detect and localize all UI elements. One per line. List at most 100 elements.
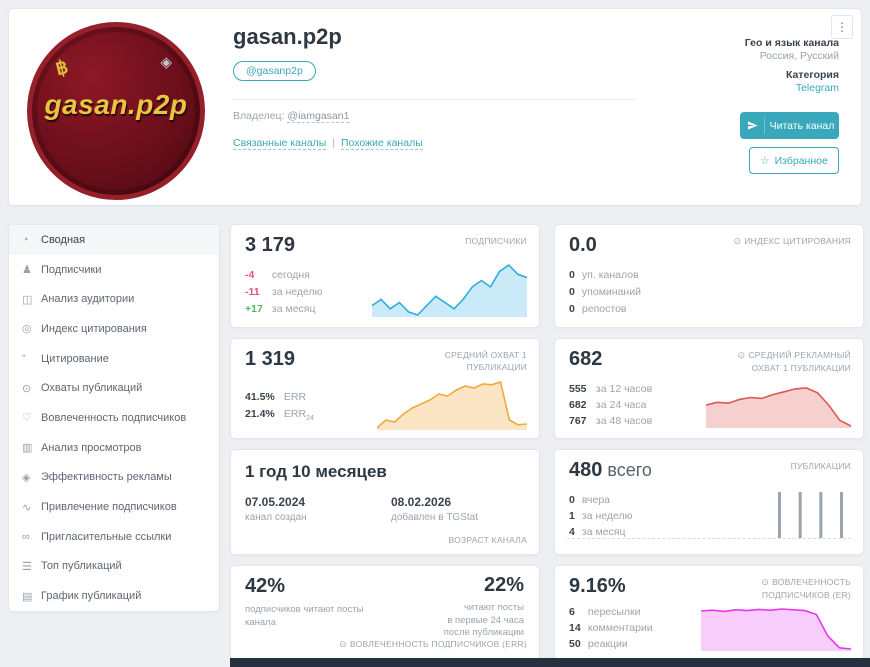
sidebar: ◔ Сводная ♟ Подписчики ◫ Анализ аудитори… [8, 224, 220, 612]
created-date-block: 07.05.2024 канал создан [245, 495, 307, 525]
avg-reach-value: 1 319 [245, 348, 296, 370]
subscribers-sparkline [372, 259, 527, 317]
ad-reach-card-label: ⊙ СРЕДНИЙ РЕКЛАМНЫЙ ОХВАТ 1 ПУБЛИКАЦИИ [737, 350, 851, 374]
sidebar-item-audience-analysis[interactable]: ◫ Анализ аудитории [9, 284, 219, 314]
er-rows: 6 пересылки 14 комментарии 50 реакции [569, 604, 653, 652]
ad-reach-value: 682 [569, 348, 603, 370]
audience-analysis-icon: ◫ [22, 293, 33, 306]
sidebar-item-subscriber-acquisition[interactable]: ∿ Привлечение подписчиков [9, 492, 219, 522]
bitcoin-icon: ฿ [53, 56, 71, 81]
posts-chart-icon: ▤ [22, 590, 33, 603]
sidebar-item-label: Цитирование [41, 352, 109, 365]
avg-reach-sparkline [377, 376, 527, 430]
citation-index-icon: ◎ [22, 323, 32, 336]
sidebar-item-label: Пригласительные ссылки [41, 530, 172, 543]
channel-avatar: ฿ ◈ gasan.p2p [27, 22, 205, 200]
channel-age-value: 1 год 10 месяцев [245, 462, 387, 481]
summary-icon: ◔ [22, 233, 29, 246]
sidebar-item-subscriber-engagement[interactable]: ♡ Вовлеченность подписчиков [9, 403, 219, 433]
sidebar-item-label: Сводная [41, 233, 86, 246]
er-card-label: ⊙ ВОВЛЕЧЕННОСТЬ ПОДПИСЧИКОВ (ER) [761, 577, 851, 601]
geo-language-value: Россия, Русский [759, 50, 839, 62]
subscribers-icon: ♟ [22, 264, 32, 277]
sidebar-item-top-posts[interactable]: ☰ Топ публикаций [9, 552, 219, 582]
sidebar-item-citations[interactable]: ” Цитирование [9, 344, 219, 374]
quote-icon: ” [22, 352, 26, 365]
err-left-value: 42% [245, 575, 286, 597]
err-label-icon: ⊙ [339, 639, 347, 649]
ethereum-icon: ◈ [160, 54, 172, 71]
read-channel-label: Читать канал [769, 119, 835, 132]
sidebar-item-label: Подписчики [41, 263, 102, 276]
sidebar-item-label: Охваты публикаций [41, 382, 143, 395]
avg-reach-rows: 41.5% ERR 21.4% ERR24 [245, 389, 314, 427]
reach-icon: ⊙ [22, 382, 32, 395]
links-divider: | [332, 137, 335, 149]
delta-today-row: -4 сегодня [245, 269, 310, 281]
sidebar-item-label: Вовлеченность подписчиков [41, 411, 187, 424]
publications-bar-sparkline [778, 490, 843, 538]
similar-channels-link[interactable]: Похожие каналы [341, 137, 423, 150]
comments-row: 14 комментарии [569, 622, 653, 634]
channel-age-card: 1 год 10 месяцев 07.05.2024 канал создан… [230, 449, 540, 555]
sidebar-item-label: Анализ аудитории [41, 293, 135, 306]
mentions-row: 0 упоминаний [569, 286, 641, 298]
posts-month-row: 4 за месяц [569, 526, 626, 538]
avg-reach-card-label: СРЕДНИЙ ОХВАТ 1 ПУБЛИКАЦИИ [444, 350, 527, 373]
created-date-label: канал создан [245, 512, 307, 523]
publications-card: 480 всего ПУБЛИКАЦИИ 0 вчера 1 за неделю … [554, 449, 864, 555]
channel-meta-block: Гео и язык канала Россия, Русский Катего… [745, 37, 839, 101]
telegram-plane-icon [740, 117, 765, 134]
er-label-icon: ⊙ [761, 577, 770, 587]
sidebar-item-citation-index[interactable]: ◎ Индекс цитирования [9, 314, 219, 344]
invite-links-icon: ∞ [22, 530, 30, 543]
delta-week-row: -11 за неделю [245, 286, 323, 298]
channel-links-row: Связанные каналы | Похожие каналы [233, 137, 423, 150]
owner-row: Владелец: @iamgasan1 [233, 110, 350, 123]
read-channel-button[interactable]: Читать канал [740, 112, 839, 139]
username-badge[interactable]: @gasanp2p [233, 61, 316, 81]
ad-effectiveness-icon: ◈ [22, 471, 31, 484]
footer-bar [230, 658, 870, 667]
sidebar-item-summary[interactable]: ◔ Сводная [9, 225, 219, 255]
mentioning-channels-row: 0 уп. каналов [569, 269, 639, 281]
favorite-button[interactable]: ☆ Избранное [749, 147, 839, 174]
ad-reach-label-icon: ⊙ [737, 350, 746, 360]
publications-total-suffix: всего [607, 460, 652, 480]
subscribers-deltas: -4 сегодня -11 за неделю +17 за месяц [245, 267, 323, 318]
category-value-link[interactable]: Telegram [795, 82, 839, 94]
header-divider [233, 99, 637, 100]
star-icon: ☆ [760, 154, 770, 167]
owner-label: Владелец: [233, 110, 285, 122]
related-channels-link[interactable]: Связанные каналы [233, 137, 327, 150]
kebab-menu-icon: ⋮ [836, 20, 848, 34]
engagement-icon: ♡ [22, 412, 32, 425]
created-date: 07.05.2024 [245, 495, 306, 509]
sidebar-item-label: Топ публикаций [41, 560, 122, 573]
added-date: 08.02.2026 [391, 495, 452, 509]
sidebar-item-label: Привлечение подписчиков [41, 501, 177, 514]
sidebar-item-posts-chart[interactable]: ▤ График публикаций [9, 581, 219, 611]
sidebar-item-post-reach[interactable]: ⊙ Охваты публикаций [9, 373, 219, 403]
acquisition-icon: ∿ [22, 501, 32, 514]
category-label: Категория [785, 69, 839, 81]
geo-language-label: Гео и язык канала [744, 37, 839, 49]
forwards-row: 6 пересылки [569, 606, 641, 618]
err-card: 42% подписчиков читают посты канала 22% … [230, 565, 540, 660]
sidebar-item-views-analysis[interactable]: ▥ Анализ просмотров [9, 433, 219, 463]
publications-total: 480 всего [569, 459, 652, 481]
citation-index-card: 0.0 ⊙ ИНДЕКС ЦИТИРОВАНИЯ 0 уп. каналов 0 … [554, 224, 864, 328]
kebab-menu-button[interactable]: ⋮ [831, 15, 853, 39]
views-analysis-icon: ▥ [22, 442, 33, 455]
subscribers-count: 3 179 [245, 234, 296, 256]
reach-12h-row: 555 за 12 часов [569, 383, 653, 395]
er-card: 9.16% ⊙ ВОВЛЕЧЕННОСТЬ ПОДПИСЧИКОВ (ER) 6 … [554, 565, 864, 660]
sidebar-item-subscribers[interactable]: ♟ Подписчики [9, 255, 219, 285]
owner-link[interactable]: @iamgasan1 [287, 110, 350, 123]
channel-age-card-label: ВОЗРАСТ КАНАЛА [448, 535, 527, 545]
sidebar-item-ad-effectiveness[interactable]: ◈ Эффективность рекламы [9, 463, 219, 493]
top-posts-icon: ☰ [22, 560, 32, 573]
sidebar-item-invite-links[interactable]: ∞ Пригласительные ссылки [9, 522, 219, 552]
avatar-text: gasan.p2p [44, 89, 188, 120]
